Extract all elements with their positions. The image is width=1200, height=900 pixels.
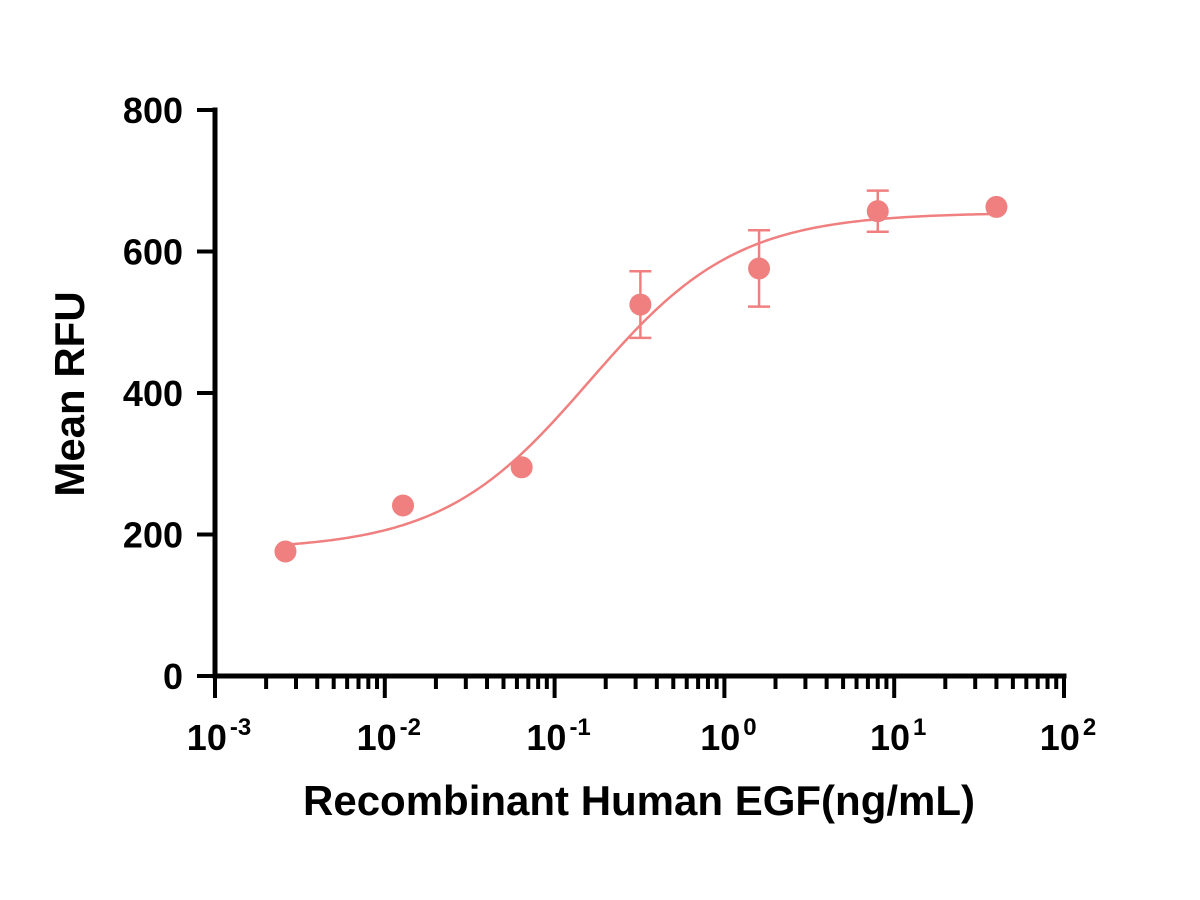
y-tick-layer: 0 200 400 600 800 (123, 90, 215, 697)
axes-layer (212, 107, 1067, 679)
data-point (748, 257, 771, 280)
data-point (510, 456, 533, 479)
x-axis-title: Recombinant Human EGF(ng/mL) (303, 777, 975, 824)
y-axis-title: Mean RFU (46, 291, 93, 496)
x-tick-label: 10 0 (700, 714, 756, 758)
data-point (392, 494, 415, 517)
data-point (629, 293, 652, 316)
y-tick-label: 400 (123, 373, 183, 414)
x-tick-label: 10 1 (870, 714, 926, 758)
x-tick-label: 10 2 (1040, 714, 1096, 758)
error-bar-layer (629, 189, 889, 340)
x-tick-label: 10 -3 (187, 714, 251, 758)
fit-curve-layer (285, 212, 997, 546)
x-tick-label: 10 -2 (357, 714, 421, 758)
data-point (985, 195, 1008, 218)
y-tick-label: 200 (123, 515, 183, 556)
y-tick-label: 0 (163, 656, 183, 697)
x-tick-layer: 10 -3 10 -2 10 -1 10 0 10 1 10 2 (187, 676, 1096, 758)
fit-curve (285, 212, 997, 546)
data-point (866, 200, 889, 223)
data-point (274, 540, 297, 563)
data-point-layer (274, 195, 1008, 563)
y-tick-label: 600 (123, 232, 183, 273)
x-tick-label: 10 -1 (526, 714, 590, 758)
y-tick-label: 800 (123, 90, 183, 131)
